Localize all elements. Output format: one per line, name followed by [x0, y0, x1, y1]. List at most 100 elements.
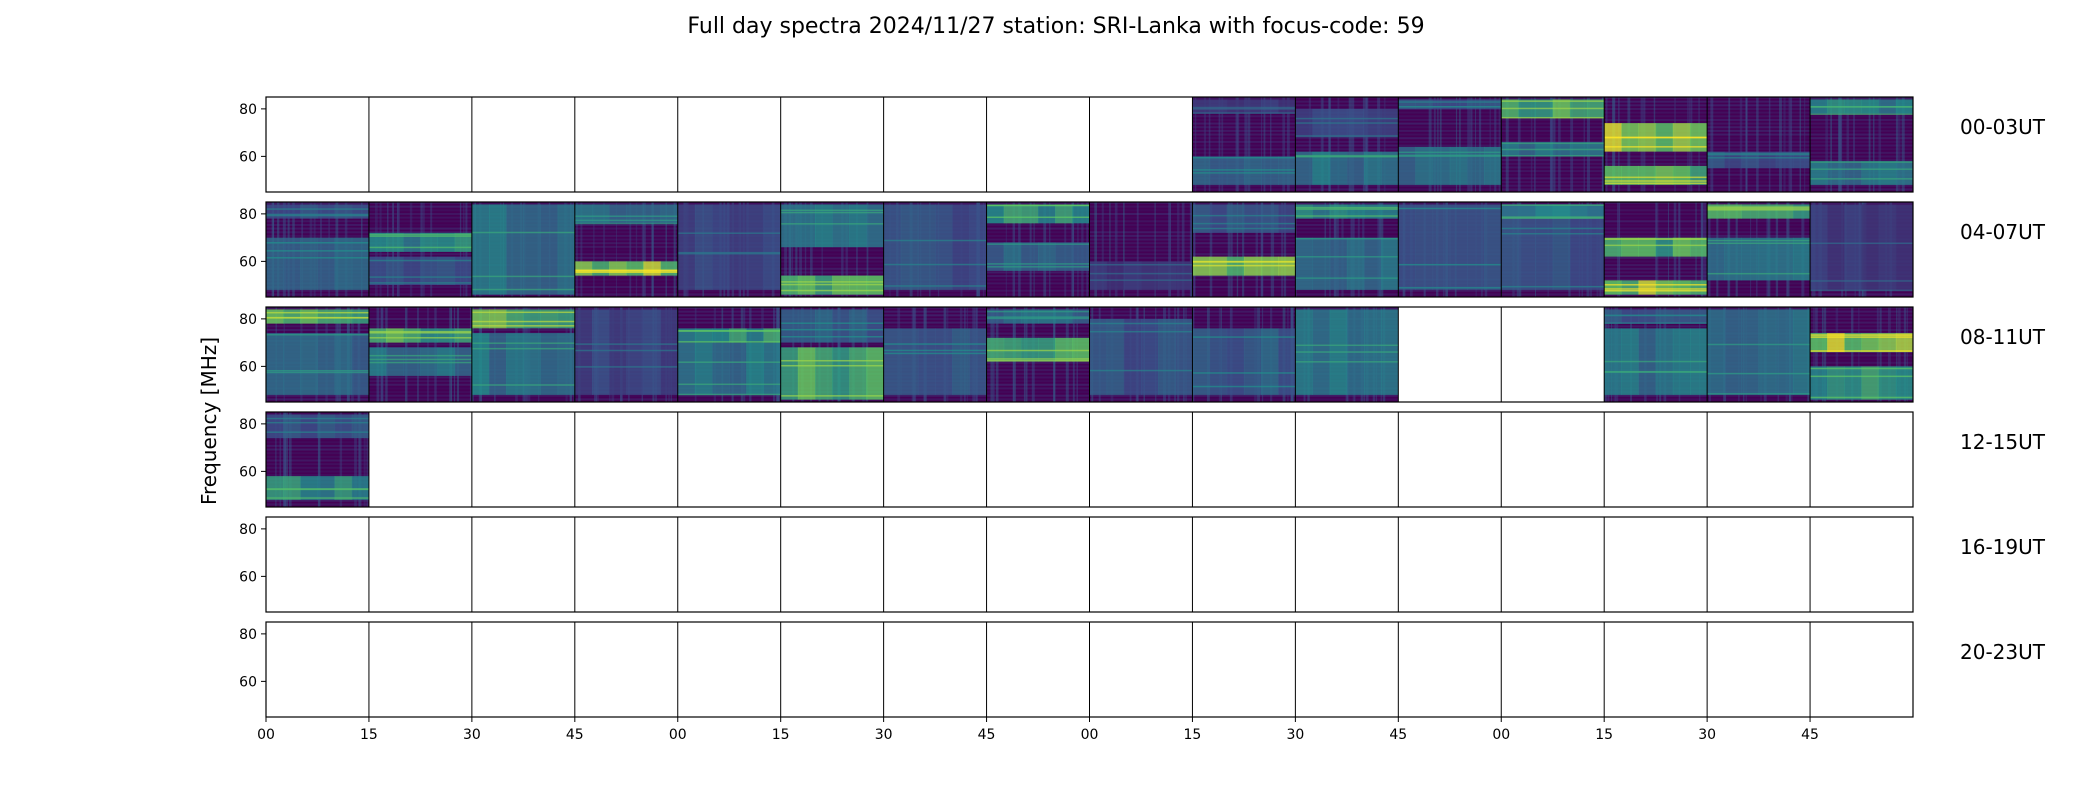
empty-panel	[1707, 412, 1811, 507]
spectrum-panel	[780, 307, 885, 402]
spectrum-panel	[1192, 307, 1296, 402]
row-frame	[265, 516, 1914, 613]
empty-panel	[1089, 412, 1193, 507]
spectrum-panel	[1501, 97, 1605, 192]
x-tick-label: 15	[1184, 727, 1202, 743]
empty-panel	[574, 517, 678, 612]
empty-panel	[471, 622, 575, 717]
empty-panel	[883, 97, 987, 192]
row-label: 04-07UT	[1960, 220, 2046, 244]
spectrum-panel	[883, 202, 988, 297]
empty-panel	[368, 412, 472, 507]
chart-title: Full day spectra 2024/11/27 station: SRI…	[687, 14, 1424, 39]
y-tick-label: 60	[239, 674, 257, 690]
spectrum-panel	[1810, 97, 1913, 192]
spectrum-panel	[677, 202, 782, 297]
x-tick-label: 30	[463, 727, 481, 743]
y-tick-label: 80	[239, 522, 257, 538]
empty-panel	[1398, 412, 1502, 507]
spectrum-panel	[1810, 202, 1913, 297]
x-tick-label: 45	[978, 727, 996, 743]
empty-panel	[1707, 622, 1811, 717]
y-axis-label: Frequency [MHz]	[197, 337, 221, 505]
empty-panel	[368, 517, 472, 612]
row-frame	[265, 411, 1914, 508]
spectrum-panel	[1295, 307, 1400, 402]
empty-panel	[1089, 97, 1193, 192]
y-tick-label: 80	[239, 207, 257, 223]
x-tick-label: 30	[1286, 727, 1304, 743]
empty-panel	[1604, 622, 1708, 717]
empty-panel	[1089, 517, 1193, 612]
empty-panel	[780, 622, 884, 717]
y-tick-label: 60	[239, 149, 257, 165]
y-tick-label: 80	[239, 627, 257, 643]
x-tick-label: 00	[1492, 727, 1510, 743]
spectrum-panel	[1707, 202, 1811, 297]
row-panels	[266, 412, 1913, 507]
y-tick-label: 60	[239, 359, 257, 375]
row-frame	[265, 306, 1914, 403]
spectra-row: 80 60 08-11UT	[239, 306, 2046, 403]
empty-panel	[883, 622, 987, 717]
empty-panel	[1501, 412, 1605, 507]
spectrum-panel	[1398, 202, 1502, 297]
empty-panel	[1501, 517, 1605, 612]
empty-panel	[266, 517, 369, 612]
empty-panel	[1604, 517, 1708, 612]
row-frame	[265, 201, 1914, 298]
spectrum-panel	[1192, 202, 1296, 297]
empty-panel	[471, 412, 575, 507]
x-tick-label: 00	[1081, 727, 1099, 743]
spectra-row: 80 60 04-07UT	[239, 201, 2046, 298]
empty-panel	[1398, 307, 1502, 402]
empty-panel	[986, 412, 1090, 507]
row-panels	[266, 97, 1913, 192]
empty-panel	[1398, 622, 1502, 717]
spectrum-panel	[266, 202, 370, 297]
spectra-row: 80 60 12-15UT	[239, 411, 2046, 508]
empty-panel	[574, 412, 678, 507]
spectrum-panel	[1089, 202, 1195, 297]
x-axis-ticks: 00 15 30 45 00 15 30 45 00 15 30 45 00 15 30 45	[257, 717, 1819, 743]
empty-panel	[1192, 517, 1296, 612]
empty-panel	[1295, 517, 1399, 612]
x-tick-label: 45	[566, 727, 584, 743]
x-tick-label: 15	[1595, 727, 1613, 743]
x-tick-label: 45	[1389, 727, 1407, 743]
empty-panel	[780, 517, 884, 612]
empty-panel	[1810, 517, 1913, 612]
spectra-row: 80 60 16-19UT	[239, 516, 2046, 613]
empty-panel	[1501, 307, 1605, 402]
y-tick-label: 60	[239, 569, 257, 585]
spectrum-panel	[574, 307, 679, 402]
spectrum-panel	[1604, 97, 1708, 192]
empty-panel	[1604, 412, 1708, 507]
spectra-row: 80 60 20-23UT	[239, 621, 2046, 718]
spectrum-panel	[1192, 97, 1296, 192]
row-label: 12-15UT	[1960, 430, 2046, 454]
empty-panel	[986, 517, 1090, 612]
spectrum-panel	[1604, 202, 1708, 297]
spectrum-panel	[266, 412, 370, 507]
spectrum-panel	[1810, 307, 1913, 402]
spectrum-panel	[368, 307, 473, 402]
empty-panel	[1295, 412, 1399, 507]
y-tick-label: 60	[239, 254, 257, 270]
x-tick-label: 15	[360, 727, 378, 743]
empty-panel	[1398, 517, 1502, 612]
empty-panel	[1707, 517, 1811, 612]
spectrum-panel	[1295, 97, 1399, 192]
spectrum-panel	[1707, 97, 1811, 192]
empty-panel	[677, 622, 781, 717]
empty-panel	[574, 622, 678, 717]
spectrum-panel	[574, 202, 680, 297]
x-tick-label: 00	[257, 727, 275, 743]
empty-panel	[986, 622, 1090, 717]
x-tick-label: 00	[669, 727, 687, 743]
spectra-row: 80 60 00-03UT	[239, 96, 2046, 193]
spectrum-panel	[368, 202, 473, 297]
empty-panel	[677, 517, 781, 612]
spectrum-panel	[1089, 307, 1193, 402]
